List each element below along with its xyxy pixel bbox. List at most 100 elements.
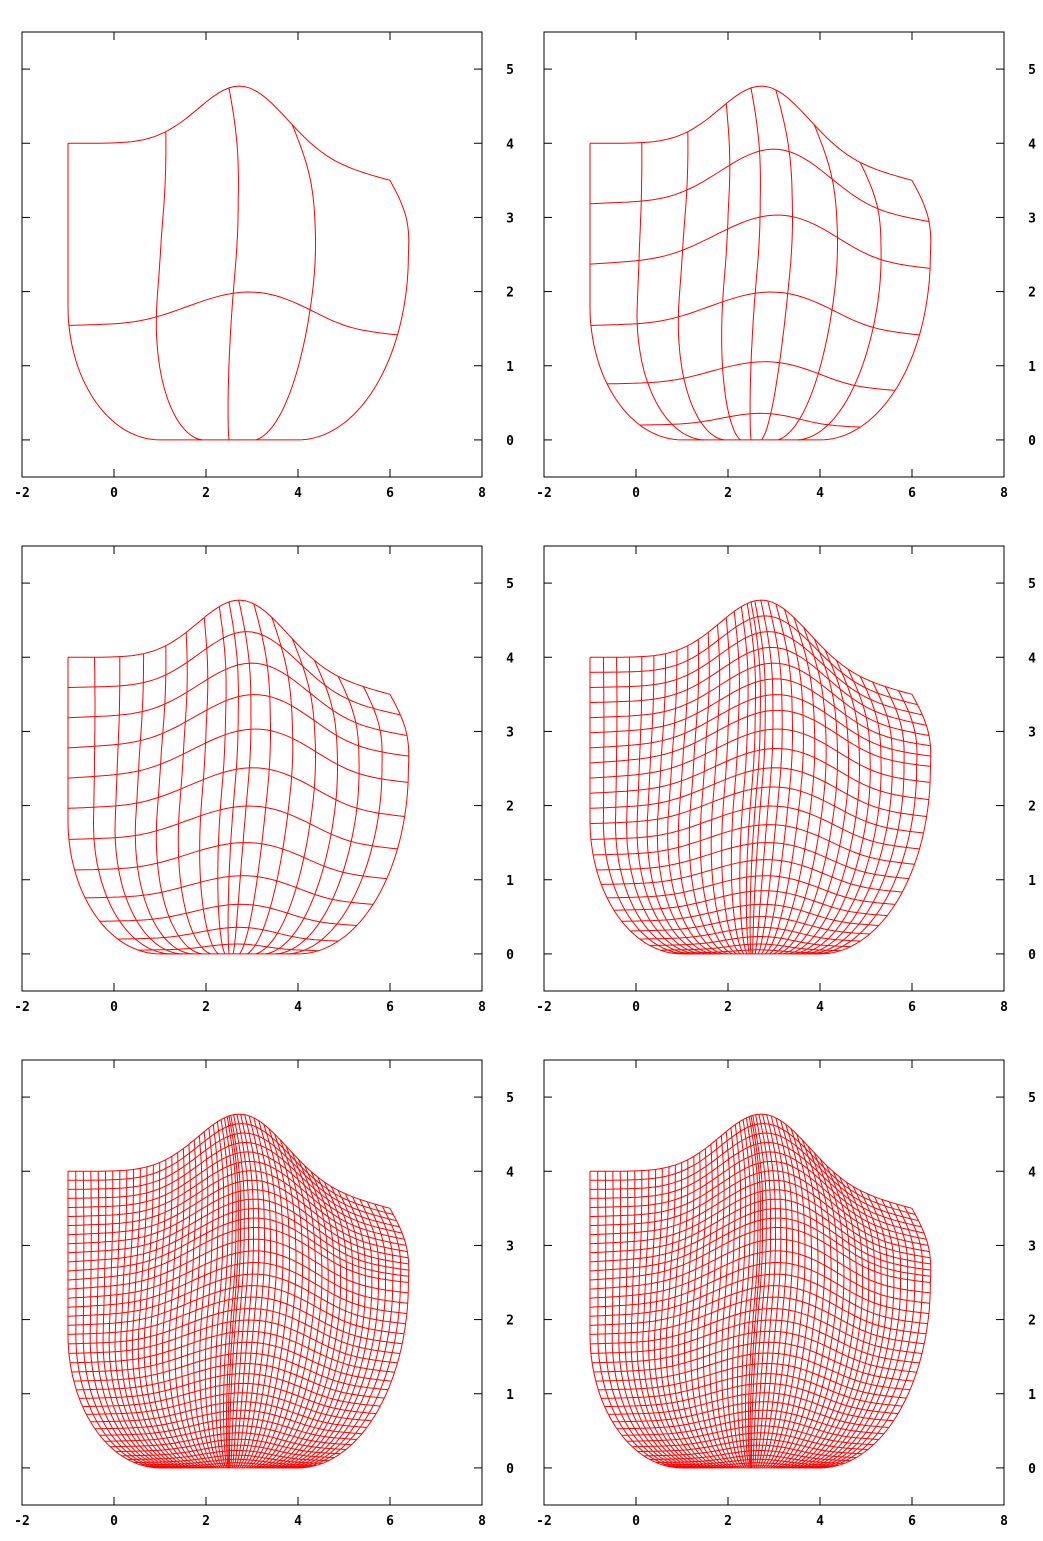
mesh-line-horizontal [67,1198,409,1265]
mesh-line-horizontal [607,875,896,905]
mesh-line-horizontal [67,1132,397,1222]
mesh-line-horizontal [589,709,931,767]
y-tick-label: 3 [506,211,514,226]
mesh-line-horizontal [589,1141,922,1228]
mesh-line-horizontal [79,1373,381,1407]
x-tick-label: 2 [724,486,732,501]
mesh-line-horizontal [73,1352,389,1391]
y-tick-label: 4 [1028,651,1036,666]
mesh-line-horizontal [90,1401,367,1428]
mesh-line-vertical [67,1171,161,1469]
mesh-line-horizontal [140,1458,317,1466]
mesh-line-horizontal [67,1285,405,1335]
y-tick-label: 0 [1028,1462,1036,1477]
mesh-line-horizontal [67,85,391,181]
mesh-line-vertical [227,87,239,440]
y-tick-label: 1 [1028,874,1036,889]
mesh-plot-3: -2 0 2 4 6 8 0 1 2 3 4 5 [0,514,521,1027]
y-tick-label: 2 [1028,286,1036,301]
y-tick-label: 0 [506,1462,514,1477]
mesh-plot-5-svg: -2 0 2 4 6 8 0 1 2 3 4 5 [14,1059,514,1529]
mesh-line-horizontal [589,85,913,181]
x-tick-label: 6 [386,1000,394,1015]
mesh-line-horizontal [94,1409,362,1435]
x-tick-label: 8 [1000,1000,1008,1015]
mesh-line-horizontal [86,1392,372,1422]
plot-frame [21,545,483,992]
mesh-line-horizontal [68,805,398,850]
mesh-line-vertical [777,124,838,441]
x-tick-label: 4 [816,486,824,501]
x-tick-label: 2 [202,1000,210,1015]
mesh-line-vertical [297,1208,410,1469]
x-tick-label: 8 [1000,1514,1008,1529]
mesh-line-horizontal [593,824,915,865]
mesh-line-vertical [250,1139,304,1469]
mesh-plot-3-svg: -2 0 2 4 6 8 0 1 2 3 4 5 [14,545,514,1015]
mesh-line-horizontal [67,1217,409,1277]
x-tick-label: -2 [536,1000,552,1015]
y-tick-label: 5 [506,577,514,592]
mesh-plot-1-svg: -2 0 2 4 6 8 0 1 2 3 4 5 [14,31,514,501]
mesh-line-horizontal [589,646,927,726]
y-tick-label: 3 [506,725,514,740]
mesh-line-horizontal [589,1208,931,1271]
mesh-line-horizontal [596,842,909,880]
mesh-line-horizontal [589,767,927,817]
y-tick-label: 4 [1028,1165,1036,1180]
mesh-line-horizontal [146,1462,311,1468]
x-tick-label: 6 [908,1514,916,1529]
mesh-line-vertical [749,87,761,440]
mesh-line-horizontal [589,599,913,695]
mesh-line-horizontal [668,1462,833,1468]
y-tick-label: 0 [1028,948,1036,963]
y-tick-label: 5 [1028,577,1036,592]
mesh-line-horizontal [649,1450,851,1462]
y-tick-label: 3 [1028,1239,1036,1254]
mesh-line-horizontal [601,859,903,893]
x-tick-label: 0 [632,486,640,501]
mesh-line-horizontal [589,214,931,269]
mesh-line-horizontal [68,1123,394,1215]
y-tick-label: 4 [506,1165,514,1180]
mesh-line-horizontal [68,1308,401,1354]
mesh-line-horizontal [590,1123,916,1215]
mesh-line-horizontal [589,1217,931,1277]
mesh-line-horizontal [649,936,851,948]
mesh-line-horizontal [117,926,339,942]
mesh-line-horizontal [612,1401,889,1428]
x-tick-label: -2 [536,1514,552,1529]
mesh-line-horizontal [127,1450,329,1462]
y-tick-label: 1 [1028,1388,1036,1403]
mesh-line-horizontal [67,662,408,736]
x-tick-label: 8 [478,486,486,501]
x-tick-label: 4 [294,1514,302,1529]
mesh-line-horizontal [82,1382,377,1415]
mesh-line-horizontal [104,1425,352,1446]
mesh-line-horizontal [67,1227,409,1283]
mesh-plot-5: -2 0 2 4 6 8 0 1 2 3 4 5 [0,1028,521,1541]
mesh-line-horizontal [589,678,931,747]
mesh-line-horizontal [589,1273,928,1325]
x-tick-label: 6 [386,1514,394,1529]
mesh-line-horizontal [589,1250,930,1304]
mesh-line-horizontal [589,786,924,834]
y-tick-label: 5 [506,63,514,78]
mesh-line-horizontal [110,1432,346,1451]
mesh-line-horizontal [589,1113,913,1209]
mesh-line-horizontal [639,412,861,428]
mesh-line-vertical [636,142,705,441]
x-tick-label: 6 [908,1000,916,1015]
mesh-line-vertical [255,124,316,441]
mesh-line-horizontal [67,1250,408,1304]
mesh-line-vertical [219,1119,229,1469]
mesh-line-horizontal [589,1238,931,1294]
y-tick-label: 2 [506,800,514,815]
mesh-line-horizontal [67,694,409,757]
mesh-line-horizontal [590,805,920,850]
x-tick-label: 0 [632,1514,640,1529]
mesh-line-horizontal [115,1438,341,1455]
y-tick-label: 2 [506,286,514,301]
y-tick-label: 5 [1028,1091,1036,1106]
y-tick-label: 1 [506,1388,514,1403]
